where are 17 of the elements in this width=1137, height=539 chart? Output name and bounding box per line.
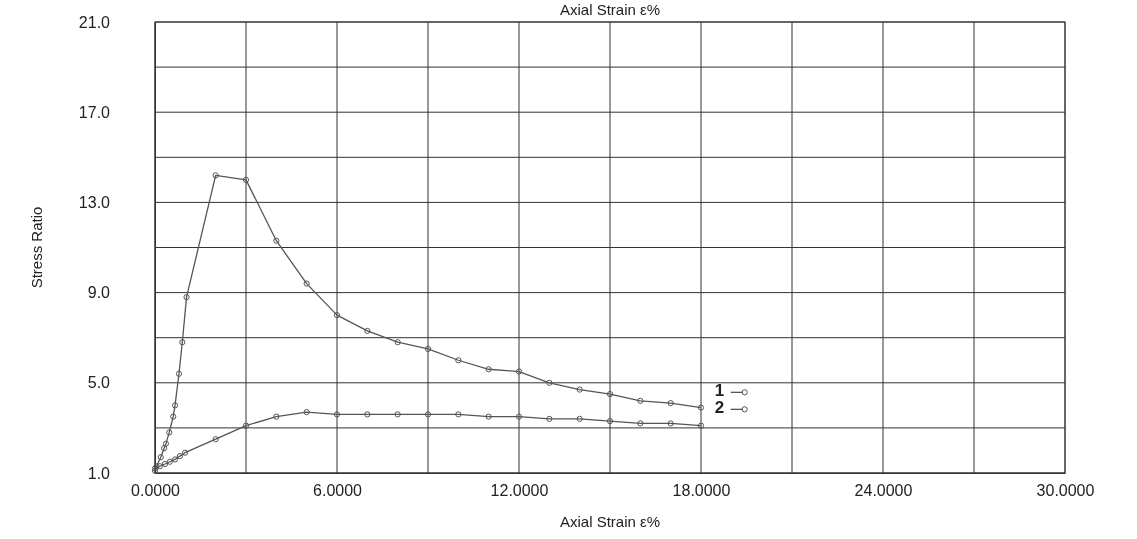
y-tick-label: 9.0 xyxy=(87,284,111,302)
y-axis-title: Stress Ratio xyxy=(28,206,45,289)
y-tick-label: 13.0 xyxy=(78,194,111,212)
x-tick-label: 24.0000 xyxy=(854,482,913,500)
legend-label: 2 xyxy=(714,398,725,418)
legend-label: 1 xyxy=(714,381,725,401)
x-axis-title: Axial Strain ε% xyxy=(559,513,661,530)
x-tick-label: 18.0000 xyxy=(672,482,731,500)
y-tick-label: 21.0 xyxy=(78,13,111,31)
x-tick-label: 6.0000 xyxy=(313,482,363,500)
x-tick-label: 0.0000 xyxy=(131,482,181,500)
y-tick-label: 5.0 xyxy=(87,374,111,392)
y-tick-label: 17.0 xyxy=(78,103,111,121)
x-tick-label: 30.0000 xyxy=(1036,482,1095,500)
y-tick-label: 1.0 xyxy=(87,464,111,482)
chart-title: Axial Strain ε% xyxy=(559,1,661,18)
x-tick-label: 12.0000 xyxy=(490,482,549,500)
